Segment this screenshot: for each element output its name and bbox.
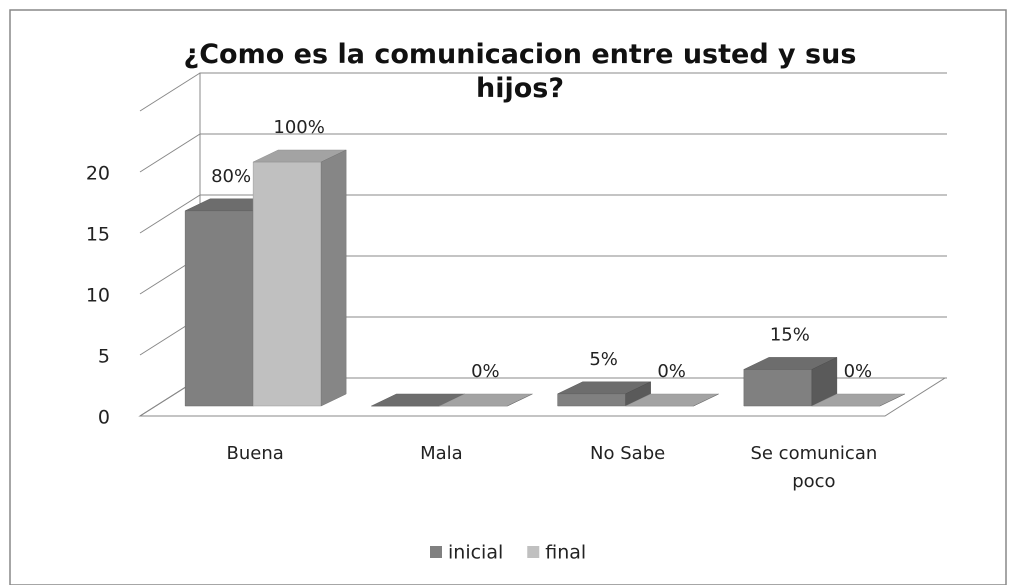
bar-side <box>693 393 719 407</box>
data-label: 0% <box>657 361 686 382</box>
bar <box>252 149 347 407</box>
top-side <box>139 72 201 112</box>
bar-front <box>743 369 813 407</box>
data-label: 5% <box>589 349 618 370</box>
bar-front <box>252 161 322 407</box>
x-tick-label: Buena <box>226 443 284 464</box>
bar <box>557 381 651 407</box>
grid-line <box>139 194 947 234</box>
legend-swatch <box>430 546 442 558</box>
data-label: 0% <box>471 361 500 382</box>
y-tick-label: 15 <box>86 224 110 246</box>
chart-title: ¿Como es la comunicacion entre usted y s… <box>183 39 857 104</box>
y-tick-label: 10 <box>86 285 110 307</box>
x-tick-label: No Sabe <box>590 443 666 464</box>
data-label: 80% <box>211 166 251 187</box>
legend-label: final <box>545 542 586 564</box>
y-tick-label: 0 <box>98 407 110 429</box>
data-label: 100% <box>273 117 324 138</box>
y-tick-label: 5 <box>98 346 110 368</box>
bar <box>439 393 533 407</box>
bar-front <box>184 210 254 407</box>
legend-swatch <box>527 546 540 558</box>
bar-side <box>507 393 533 407</box>
chart-border <box>9 9 1007 585</box>
x-tick-label: Mala <box>420 443 463 464</box>
bar <box>625 393 719 407</box>
bar <box>743 357 838 407</box>
bar-side <box>879 393 905 407</box>
y-tick-label: 20 <box>86 163 110 185</box>
data-label: 0% <box>844 361 873 382</box>
bar-front <box>557 393 626 407</box>
bar-side <box>320 149 347 407</box>
x-tick-label: Se comunican poco <box>750 443 878 492</box>
data-label: 15% <box>770 324 810 345</box>
bar <box>811 393 905 407</box>
legend-label: inicial <box>448 542 503 564</box>
grid-line <box>139 133 947 173</box>
